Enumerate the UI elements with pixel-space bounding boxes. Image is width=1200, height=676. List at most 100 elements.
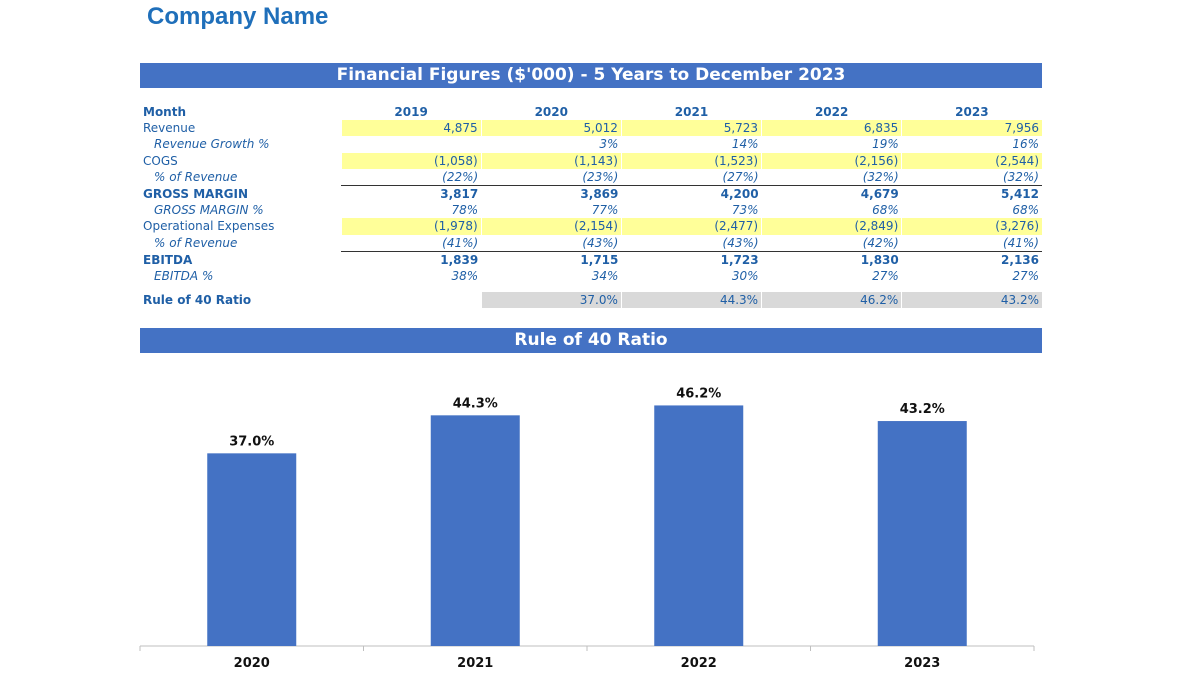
opex-percent-row: % of Revenue (41%) (43%) (43%) (42%) (41…: [140, 235, 1042, 252]
cogs-percent-row: % of Revenue (22%) (23%) (27%) (32%) (32…: [140, 169, 1042, 186]
table-cell: 1,830: [761, 250, 902, 268]
year-header: 2019: [394, 105, 428, 120]
table-cell: 16%: [1012, 137, 1039, 152]
table-cell: (2,156): [761, 152, 902, 169]
table-cell: 27%: [1012, 268, 1039, 283]
table-cell: (3,276): [901, 218, 1042, 235]
row-label: EBITDA: [143, 252, 193, 267]
table-cell: 44.3%: [620, 292, 762, 309]
bar-2022: [654, 405, 744, 646]
table-cell: 3,817: [341, 184, 482, 203]
table-cell: (2,477): [620, 218, 762, 235]
table-cell: (2,154): [480, 218, 622, 235]
table-cell: 19%: [872, 137, 899, 152]
year-header: 2020: [534, 105, 568, 120]
revenue-row: Revenue 4,875 5,012 5,723 6,835 7,956: [140, 120, 1042, 137]
table-cell: (2,849): [761, 218, 902, 235]
table-cell: 37.0%: [480, 292, 622, 309]
financial-figures-banner: Financial Figures ($'000) - 5 Years to D…: [140, 63, 1042, 88]
table-cell: 3,869: [481, 184, 622, 203]
gross-margin-row: GROSS MARGIN 3,817 3,869 4,200 4,679 5,4…: [140, 184, 1042, 203]
row-label: GROSS MARGIN: [143, 186, 249, 201]
table-cell: (43%): [722, 235, 759, 250]
table-cell: 68%: [872, 203, 899, 218]
table-cell: (27%): [722, 169, 759, 184]
table-cell: 5,012: [480, 120, 622, 137]
table-cell: 30%: [731, 268, 759, 283]
table-cell: (32%): [862, 169, 899, 184]
row-label: EBITDA %: [154, 268, 214, 283]
row-label: Revenue Growth %: [154, 137, 270, 152]
row-label: % of Revenue: [154, 235, 238, 250]
table-cell: [340, 292, 482, 309]
bar-2023: [877, 421, 967, 646]
company-name: Company Name: [147, 3, 329, 30]
row-label: GROSS MARGIN %: [154, 203, 264, 218]
bar-2020: [207, 453, 297, 646]
table-cell: 6,835: [761, 120, 902, 137]
table-cell: (32%): [1002, 169, 1039, 184]
table-cell: 38%: [451, 268, 479, 283]
operational-expenses-row: Operational Expenses (1,978) (2,154) (2,…: [140, 218, 1042, 235]
table-cell: (22%): [442, 169, 479, 184]
table-cell: 1,715: [481, 250, 622, 268]
chart-title: Rule of 40 Ratio: [140, 328, 1042, 353]
data-label: 44.3%: [453, 396, 498, 411]
data-label: 46.2%: [676, 386, 721, 401]
rule-of-40-row: Rule of 40 Ratio 37.0% 44.3% 46.2% 43.2%: [140, 292, 1042, 309]
table-cell: 78%: [451, 203, 479, 218]
table-cell: 1,839: [341, 250, 482, 268]
table-cell: 5,723: [620, 120, 762, 137]
ebitda-row: EBITDA 1,839 1,715 1,723 1,830 2,136: [140, 250, 1042, 268]
x-tick-label: 2023: [904, 656, 940, 671]
table-cell: 2,136: [901, 250, 1042, 268]
data-label: 43.2%: [900, 402, 945, 417]
table-cell: (2,544): [901, 152, 1042, 169]
x-tick-label: 2022: [681, 656, 717, 671]
table-cell: (1,523): [620, 152, 762, 169]
row-label: Rule of 40 Ratio: [143, 293, 252, 308]
bar-2021: [430, 415, 520, 646]
table-cell: (43%): [582, 235, 619, 250]
table-cell: (42%): [862, 235, 899, 250]
financial-figures-table: Month 2019 2020 2021 2022 2023 Revenue 4…: [140, 104, 1042, 309]
table-cell: 68%: [1012, 203, 1039, 218]
gross-margin-percent-row: GROSS MARGIN % 78% 77% 73% 68% 68%: [140, 202, 1042, 218]
table-cell: 5,412: [901, 184, 1042, 203]
year-header: 2021: [674, 105, 709, 120]
month-header: Month: [143, 105, 187, 120]
year-header: 2023: [955, 105, 989, 120]
table-cell: 46.2%: [761, 292, 902, 309]
table-cell: (1,978): [340, 218, 482, 235]
table-cell: 27%: [872, 268, 899, 283]
year-header: 2022: [814, 105, 849, 120]
cogs-row: COGS (1,058) (1,143) (1,523) (2,156) (2,…: [140, 152, 1042, 169]
table-cell: 1,723: [621, 250, 762, 268]
table-cell: 14%: [731, 137, 759, 152]
data-label: 37.0%: [229, 434, 274, 449]
table-cell: (1,143): [480, 152, 622, 169]
row-label: Operational Expenses: [143, 219, 275, 234]
table-cell: (41%): [1002, 235, 1039, 250]
table-cell: 4,875: [340, 120, 482, 137]
table-cell: 73%: [731, 203, 759, 218]
table-cell: 77%: [591, 203, 619, 218]
table-header-row: Month 2019 2020 2021 2022 2023: [140, 104, 1042, 120]
x-tick-label: 2020: [234, 656, 270, 671]
revenue-growth-row: Revenue Growth % 3% 14% 19% 16%: [140, 136, 1042, 152]
table-cell: 7,956: [901, 120, 1042, 137]
x-tick-label: 2021: [457, 656, 493, 671]
table-cell: 43.2%: [901, 292, 1042, 309]
table-cell: (23%): [582, 169, 619, 184]
row-label: Revenue: [143, 121, 196, 136]
row-label: % of Revenue: [154, 170, 238, 185]
table-cell: 4,200: [621, 184, 762, 203]
ebitda-percent-row: EBITDA % 38% 34% 30% 27% 27%: [140, 268, 1042, 284]
table-cell: 4,679: [761, 184, 902, 203]
table-cell: (1,058): [340, 152, 482, 169]
table-cell: 34%: [591, 268, 619, 283]
row-label: COGS: [143, 153, 178, 168]
table-cell: (41%): [442, 235, 479, 250]
table-cell: 3%: [599, 137, 619, 152]
